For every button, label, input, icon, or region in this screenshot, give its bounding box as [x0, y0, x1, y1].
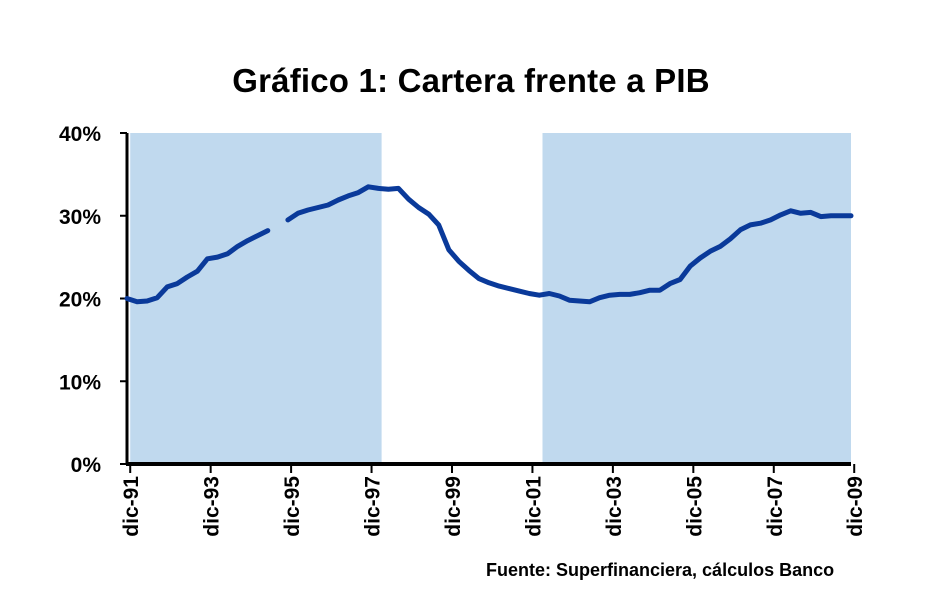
y-tick-label: 0% — [71, 454, 102, 477]
shaded-period-2 — [542, 133, 851, 464]
y-tick-label: 10% — [59, 371, 101, 394]
x-tick-label: dic-01 — [522, 476, 545, 537]
axes — [120, 132, 856, 473]
x-tick-label: dic-99 — [442, 476, 465, 537]
x-tick-label: dic-97 — [362, 476, 385, 537]
x-tick-label: dic-09 — [844, 476, 867, 537]
series-line — [124, 184, 854, 305]
series-line-1 — [124, 184, 854, 305]
shaded-period-1 — [130, 133, 382, 464]
x-tick-label: dic-03 — [603, 476, 626, 537]
x-tick-label: dic-93 — [201, 476, 224, 537]
y-tick-label: 20% — [59, 289, 101, 312]
source-note: Fuente: Superfinanciera, cálculos Banco — [486, 560, 835, 580]
x-tick-label: dic-95 — [281, 476, 304, 537]
x-tick-label: dic-91 — [120, 476, 143, 537]
x-tick-labels: dic-91 dic-93 dic-95 dic-97 dic-99 dic-01 dic-… — [120, 476, 867, 537]
x-tick-label: dic-05 — [683, 476, 706, 537]
y-tick-label: 40% — [59, 123, 101, 146]
y-tick-labels: 0% 10% 20% 30% 40% — [59, 123, 101, 477]
x-tick-label: dic-07 — [764, 476, 787, 537]
chart-title: Gráfico 1: Cartera frente a PIB — [232, 62, 710, 99]
shaded-periods — [130, 133, 851, 464]
y-tick-label: 30% — [59, 206, 101, 229]
